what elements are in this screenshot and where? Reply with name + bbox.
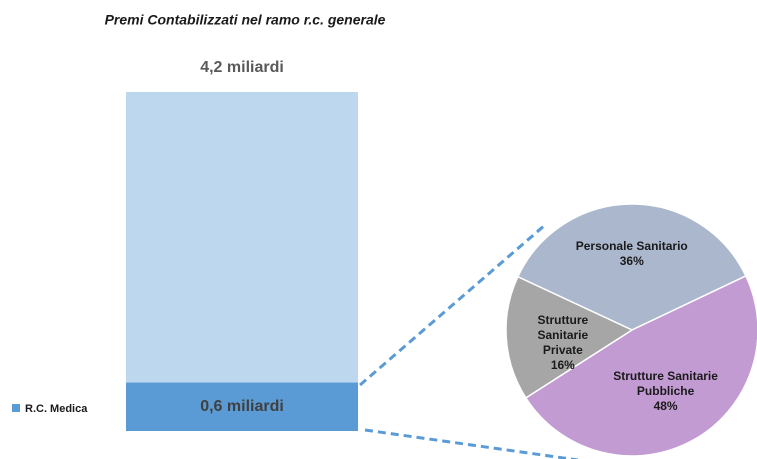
chart-title: Premi Contabilizzati nel ramo r.c. gener… xyxy=(105,12,386,28)
legend-label: R.C. Medica xyxy=(25,403,88,415)
pie-slice xyxy=(516,203,747,331)
slice-label: Strutture Sanitarie Pubbliche 48% xyxy=(606,369,726,414)
slice-name: Personale Sanitario xyxy=(575,238,688,253)
slice-value: 36% xyxy=(619,253,644,268)
value-label: 4,2 miliardi xyxy=(200,59,284,76)
pie-slice xyxy=(524,274,757,457)
slice-value: 48% xyxy=(653,398,678,413)
legend-swatch xyxy=(12,404,20,412)
slice-name: Strutture Sanitarie Private xyxy=(537,312,589,357)
value-label: 0,6 miliardi xyxy=(200,398,284,415)
slice-label: Strutture Sanitarie Private 16% xyxy=(523,313,603,373)
slice-name: Strutture Sanitarie Pubbliche xyxy=(613,368,718,398)
bar xyxy=(126,382,358,431)
connector xyxy=(359,223,546,387)
slice-label: Personale Sanitario 36% xyxy=(572,239,692,269)
connector xyxy=(364,428,579,459)
slice-value: 16% xyxy=(550,357,575,372)
pie-slice xyxy=(505,275,634,399)
bar xyxy=(126,92,358,431)
